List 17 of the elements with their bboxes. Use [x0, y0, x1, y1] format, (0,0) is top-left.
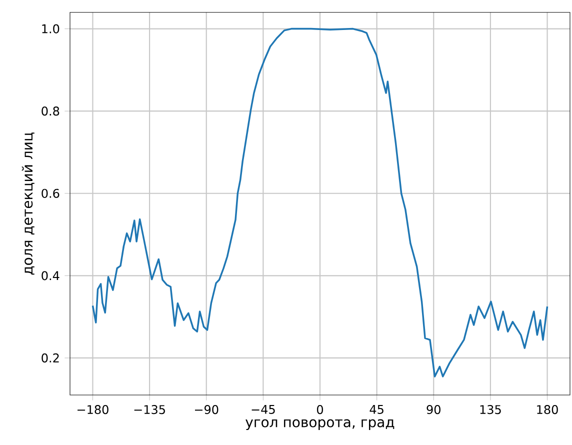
- y-tick-label: 0.4: [42, 271, 60, 280]
- y-axis-title: доля детекций лиц: [22, 132, 34, 275]
- x-tick-label: 135: [480, 405, 501, 414]
- y-tick-label: 1.0: [42, 24, 60, 34]
- x-tick-label: −90: [194, 405, 218, 414]
- line-series: [92, 28, 548, 378]
- x-tick-label: 90: [426, 405, 440, 414]
- y-tick-label: 0.8: [42, 106, 60, 116]
- x-tick-label: −180: [78, 405, 108, 414]
- x-tick-label: −45: [252, 405, 275, 414]
- y-tick-label: 0.6: [42, 188, 60, 198]
- x-axis-title: угол поворота, град: [246, 419, 394, 430]
- y-tick-label: 0.2: [42, 353, 59, 362]
- x-tick-label: 45: [370, 405, 384, 414]
- x-tick-label: −135: [134, 405, 165, 414]
- x-tick-label: 0: [316, 405, 324, 414]
- x-tick-label: 180: [537, 405, 558, 414]
